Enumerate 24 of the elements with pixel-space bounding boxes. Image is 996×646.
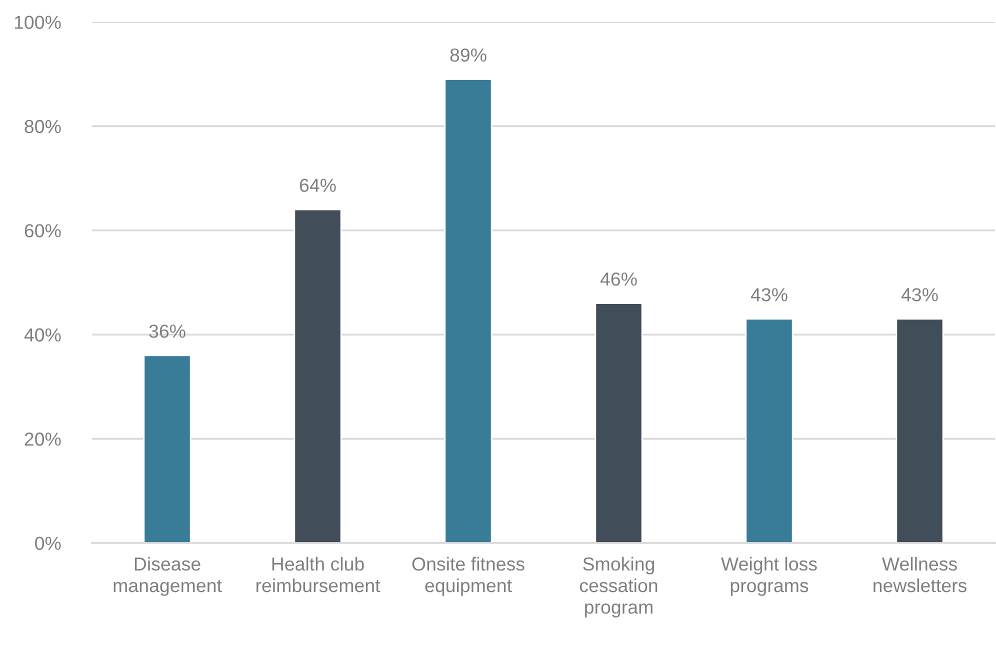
- y-tick-label: 40%: [24, 328, 61, 342]
- x-tick-label: Health club reimbursement: [256, 556, 380, 592]
- y-tick-label: 20%: [24, 432, 61, 446]
- data-label: 64%: [300, 178, 336, 192]
- bar: [143, 354, 192, 543]
- bar: [594, 302, 643, 543]
- x-tick-label: Smoking cessation program: [580, 556, 658, 618]
- bar: [444, 78, 492, 543]
- x-tick-label: Weight loss programs: [721, 556, 817, 596]
- x-tick-label: Disease management: [114, 556, 222, 596]
- y-tick-label: 60%: [24, 224, 61, 238]
- data-label: 43%: [901, 288, 938, 302]
- y-tick-label: 0%: [35, 536, 61, 550]
- data-label: 89%: [450, 48, 486, 62]
- bar: [294, 208, 342, 543]
- data-label: 36%: [149, 324, 186, 338]
- x-tick-label: Wellness newsletters: [874, 556, 966, 592]
- bar: [896, 318, 944, 543]
- bar: [745, 318, 794, 543]
- data-label: 46%: [600, 272, 637, 286]
- y-tick-label: 100%: [14, 16, 61, 29]
- x-tick-label: Onsite fitness equipment: [412, 556, 524, 596]
- data-label: 43%: [750, 288, 788, 302]
- y-tick-label: 80%: [24, 120, 61, 134]
